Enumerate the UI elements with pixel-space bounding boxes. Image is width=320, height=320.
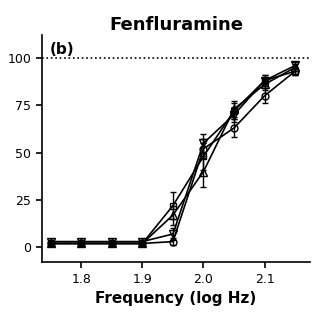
Text: (b): (b) [50, 42, 74, 57]
Title: Fenfluramine: Fenfluramine [109, 16, 243, 34]
X-axis label: Frequency (log Hz): Frequency (log Hz) [95, 292, 257, 306]
